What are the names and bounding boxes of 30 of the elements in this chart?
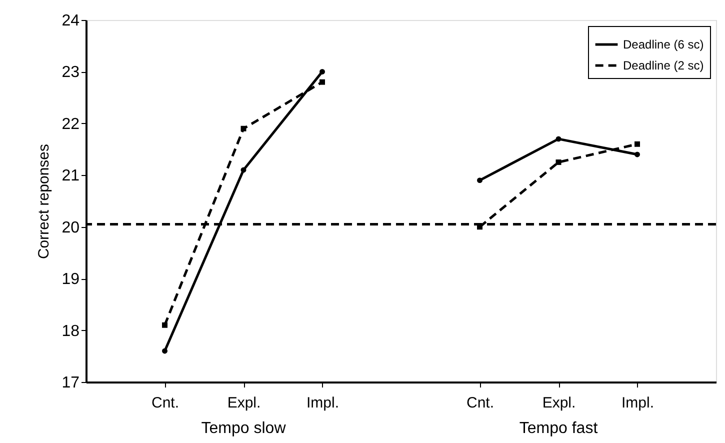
x-tick-label: Expl. <box>542 394 576 412</box>
y-tick-label: 24 <box>62 12 80 30</box>
y-tick-label: 23 <box>62 64 80 82</box>
x-tick-label: Impl. <box>306 394 340 412</box>
point <box>634 152 640 158</box>
point <box>477 178 482 184</box>
x-tick-label: Cnt. <box>466 394 494 412</box>
y-tick-label: 22 <box>62 116 80 133</box>
x-tick-label: Expl. <box>227 394 261 412</box>
point <box>162 348 168 354</box>
point <box>556 136 562 142</box>
x-tick-label: Impl. <box>621 394 654 412</box>
text: Tempo slow <box>201 420 286 437</box>
legend-label: Deadline (6 sc) <box>623 38 704 52</box>
y-tick-label: 21 <box>62 168 80 185</box>
y-tick-label: 19 <box>62 271 80 288</box>
y-tick-label: 17 <box>62 374 80 392</box>
y-tick-label: 20 <box>62 219 80 236</box>
point <box>634 141 640 147</box>
y-tick-label: 18 <box>62 322 80 340</box>
text: Tempo fast <box>519 420 598 437</box>
point <box>320 68 325 74</box>
point <box>240 167 246 173</box>
point <box>320 79 325 85</box>
legend-label: Deadline (2 sc) <box>623 58 704 72</box>
point <box>556 159 562 165</box>
point <box>240 126 246 132</box>
x-tick-label: Cnt. <box>151 394 180 412</box>
point <box>162 322 168 328</box>
y-axis-title: Correct reponses <box>36 144 53 260</box>
